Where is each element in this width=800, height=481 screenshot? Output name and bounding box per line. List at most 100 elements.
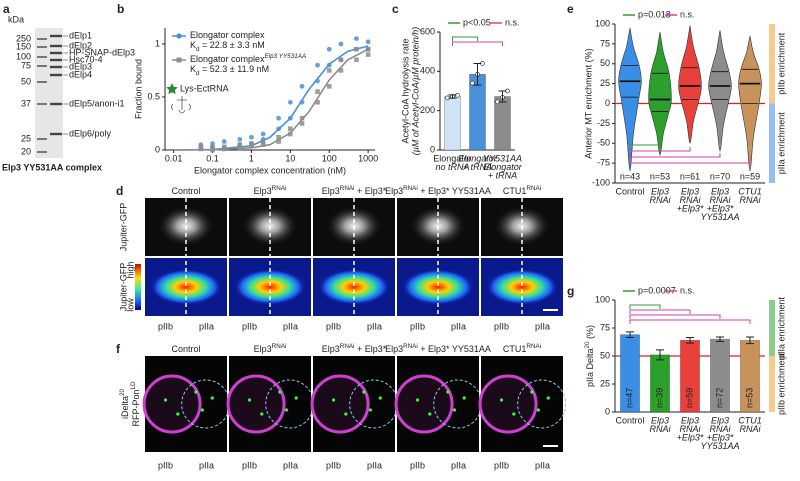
column-title: Elp3RNAi + Elp3* xyxy=(322,343,387,354)
delta-dot xyxy=(344,412,348,416)
x-tick-label: + tRNA xyxy=(463,162,492,172)
delta-dot xyxy=(452,408,456,412)
data-point xyxy=(315,99,320,105)
significance-bracket xyxy=(452,36,478,41)
cell-label: pIIa xyxy=(535,321,550,331)
y-tick-label: 0.5 xyxy=(147,91,160,101)
x-tick-label: RNAi xyxy=(649,195,671,205)
x-tick-label: CTU1 xyxy=(738,186,762,196)
error-bar xyxy=(626,331,634,339)
y-tick-label: 0 xyxy=(155,144,160,154)
error-bar xyxy=(686,337,694,344)
data-point xyxy=(198,144,204,150)
kd-label-sub: d xyxy=(196,46,200,53)
delta-dot xyxy=(415,398,420,402)
error-bar xyxy=(448,94,457,99)
delta-dot xyxy=(446,390,450,394)
n-label: n=53 xyxy=(744,388,754,408)
kd-label-part: = 22.8 ± 3.3 nM xyxy=(200,40,265,50)
column-title: Elp3RNAi + Elp3* YY531AA xyxy=(385,343,491,354)
gel-band xyxy=(50,102,62,106)
delta-dot xyxy=(278,390,282,394)
significance-bracket xyxy=(629,141,661,146)
piia-cell xyxy=(517,379,567,429)
significance-bracket xyxy=(452,41,503,46)
ladder-band xyxy=(37,38,47,40)
gel-band xyxy=(50,51,62,55)
panel-letter: e xyxy=(567,2,574,16)
y-tick-label: 100 xyxy=(595,294,610,304)
row-label: Jupiter-GFP xyxy=(118,263,128,312)
data-point xyxy=(326,68,332,73)
row-label: RFP-PonLD xyxy=(130,381,141,427)
ladder-band xyxy=(37,138,47,140)
x-tick-label: +Elp3* xyxy=(677,432,704,442)
ladder-band xyxy=(37,65,47,67)
data-point xyxy=(338,57,344,63)
data-point xyxy=(237,142,243,147)
kd-label: Kd = 52.3 ± 11.9 nM xyxy=(190,64,269,77)
legend-name: Elongator complex xyxy=(190,54,265,64)
delta-dot xyxy=(462,396,466,400)
data-point xyxy=(299,121,305,126)
x-tick-label: RNAi xyxy=(679,195,701,205)
gel-band xyxy=(50,44,62,48)
y-tick-label: 100 xyxy=(595,18,610,28)
y-tick-label: 25 xyxy=(600,78,610,88)
n-label: n=70 xyxy=(710,171,730,181)
delta-dot xyxy=(378,396,382,400)
ladder-band xyxy=(37,81,47,83)
cell-label: pIIa xyxy=(451,321,466,331)
error-bar xyxy=(746,336,754,345)
y-axis-label-sup: 20 xyxy=(584,341,591,349)
x-tick-label: +Elp3* xyxy=(707,432,734,442)
error-bar xyxy=(716,336,724,342)
gel xyxy=(35,28,63,158)
y-axis-label: Fraction bound xyxy=(133,59,143,119)
y-axis-label: Anterior MT enrichment (%) xyxy=(583,48,593,158)
column-title-sup: RNAi xyxy=(526,185,541,192)
heat-signal xyxy=(150,269,222,305)
heat-signal xyxy=(402,269,474,305)
column-title: Elp3RNAi xyxy=(254,343,287,354)
unit-label: kDa xyxy=(8,14,24,24)
panel-letter: b xyxy=(117,2,124,16)
significance-bracket xyxy=(629,147,691,152)
data-point xyxy=(276,139,281,144)
column-title-part: + Elp3* YY531AA xyxy=(418,186,491,196)
n-label: n=43 xyxy=(620,171,640,181)
column-title: CTU1RNAi xyxy=(503,185,541,196)
cell-label: pIIa xyxy=(283,321,298,331)
heat-signal xyxy=(234,269,306,305)
colorbar-label: low xyxy=(125,298,135,312)
data-point xyxy=(315,62,320,68)
data-point xyxy=(221,139,227,144)
data-point xyxy=(354,57,359,63)
data-point xyxy=(365,39,371,45)
delta-dot xyxy=(210,396,214,400)
column-title-part: CTU1 xyxy=(503,186,527,196)
x-tick-label: Control xyxy=(615,186,644,196)
x-tick-label: +Elp3* xyxy=(707,203,734,213)
x-tick-label: RNAi xyxy=(739,424,761,434)
data-point xyxy=(326,46,332,52)
side-label: pIIa enrichment xyxy=(776,112,786,175)
column-title-sup: RNAi xyxy=(272,185,287,192)
data-point xyxy=(249,134,254,140)
ladder-band xyxy=(37,46,47,48)
legend-label: Elongator complexElp3 YY531AA xyxy=(190,53,306,64)
panel-letter: g xyxy=(567,284,574,298)
y-tick-label: 50 xyxy=(600,58,610,68)
delta-dot xyxy=(331,398,336,402)
n-label: n=61 xyxy=(680,171,700,181)
data-point xyxy=(249,141,254,146)
x-tick-label: 1000 xyxy=(358,153,378,163)
column-title: Elp3RNAi xyxy=(254,185,287,196)
x-tick-label: 10 xyxy=(285,153,295,163)
ladder-band xyxy=(37,103,47,105)
column-title-sup: RNAi xyxy=(403,343,418,350)
column-title-part: Elp3 xyxy=(254,344,272,354)
y-tick-label: 0 xyxy=(430,144,435,154)
row-label: iDelta20 xyxy=(119,388,130,419)
